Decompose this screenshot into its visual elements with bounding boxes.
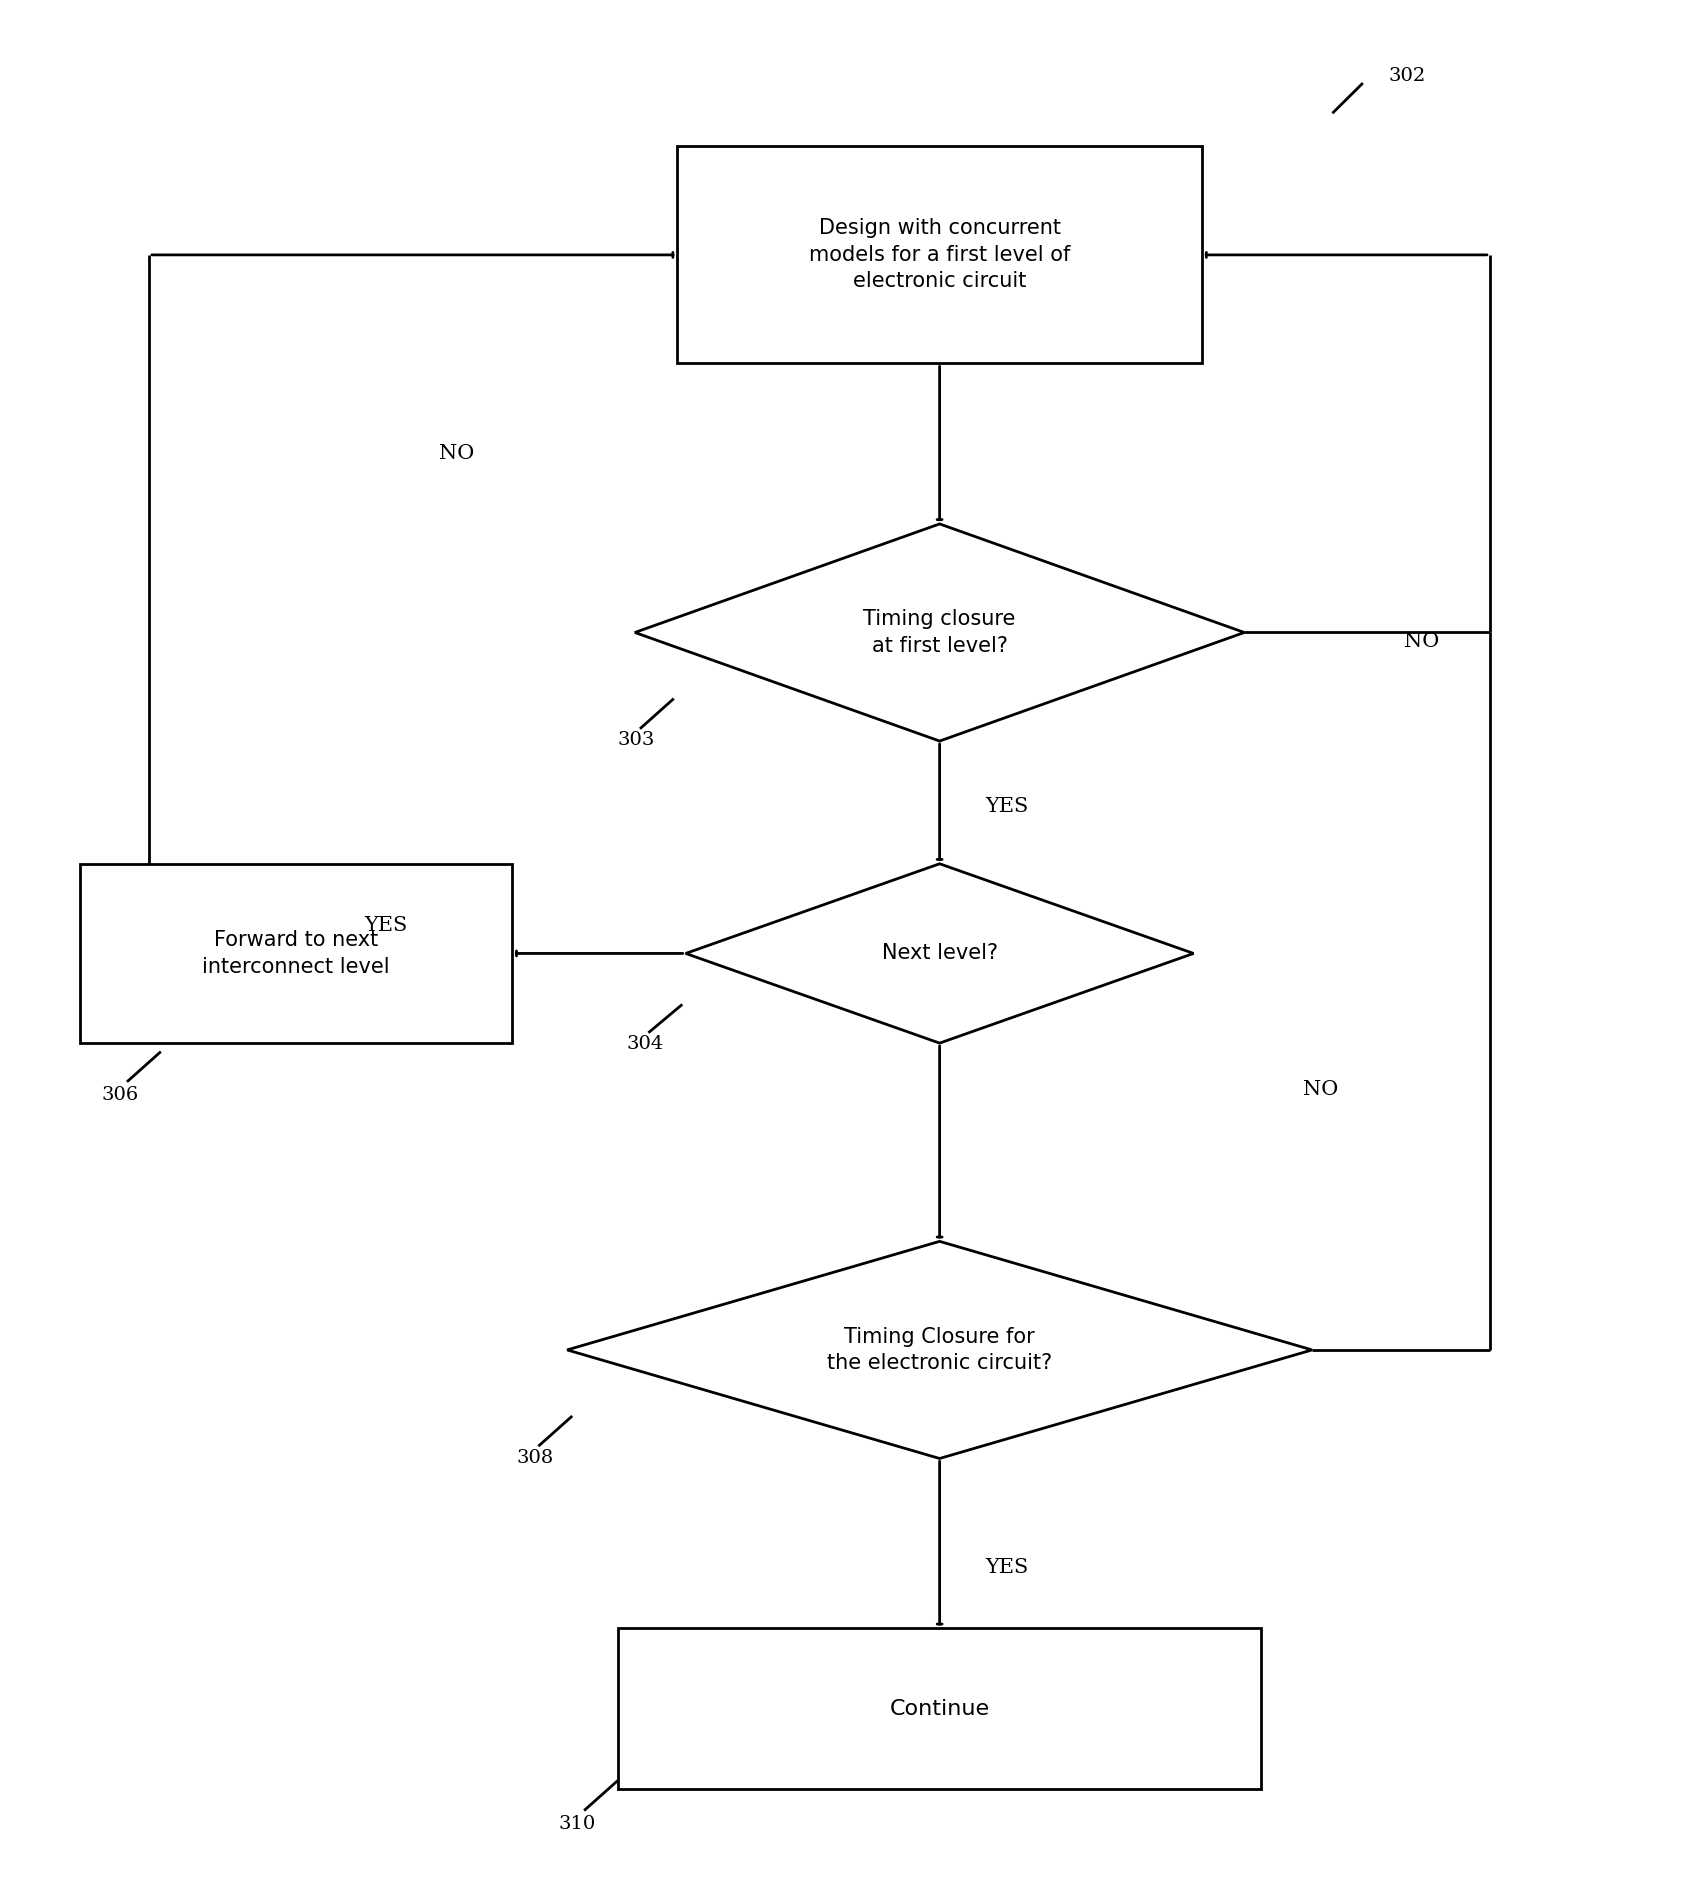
Text: 306: 306	[102, 1086, 139, 1104]
Text: 308: 308	[516, 1448, 554, 1467]
Text: Design with concurrent
models for a first level of
electronic circuit: Design with concurrent models for a firs…	[809, 219, 1070, 291]
Text: Continue: Continue	[889, 1699, 990, 1718]
Text: 304: 304	[626, 1035, 664, 1054]
Polygon shape	[686, 865, 1194, 1042]
Text: Timing closure
at first level?: Timing closure at first level?	[863, 610, 1016, 655]
Text: YES: YES	[985, 797, 1029, 816]
Text: YES: YES	[364, 916, 408, 935]
Text: NO: NO	[1304, 1080, 1337, 1099]
Text: NO: NO	[1405, 632, 1439, 651]
Text: 303: 303	[618, 731, 655, 750]
Text: Forward to next
interconnect level: Forward to next interconnect level	[203, 931, 389, 976]
FancyBboxPatch shape	[677, 147, 1202, 362]
Polygon shape	[635, 523, 1244, 740]
Text: Next level?: Next level?	[882, 944, 997, 963]
Polygon shape	[567, 1242, 1312, 1458]
Text: Timing Closure for
the electronic circuit?: Timing Closure for the electronic circui…	[826, 1327, 1053, 1373]
FancyBboxPatch shape	[618, 1627, 1261, 1790]
Text: 302: 302	[1388, 66, 1426, 85]
Text: 310: 310	[559, 1814, 596, 1833]
Text: YES: YES	[985, 1558, 1029, 1576]
Text: NO: NO	[440, 444, 474, 463]
FancyBboxPatch shape	[80, 865, 511, 1042]
